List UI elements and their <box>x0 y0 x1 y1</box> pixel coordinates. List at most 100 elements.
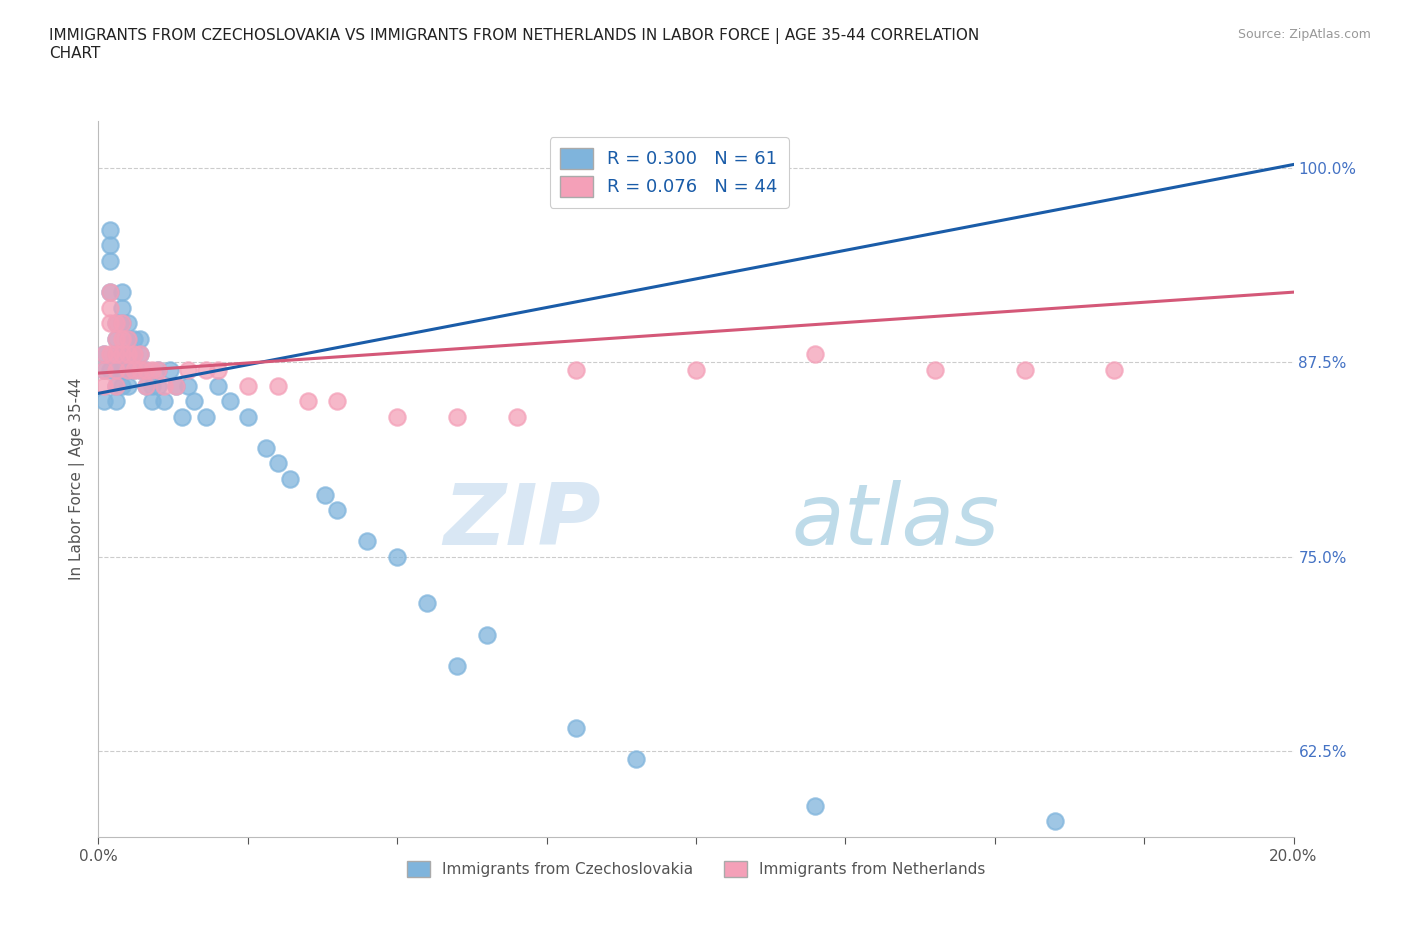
Point <box>129 363 152 378</box>
Point <box>117 331 139 346</box>
Point <box>297 393 319 408</box>
Point <box>356 534 378 549</box>
Point <box>385 409 409 424</box>
Point <box>111 347 134 362</box>
Point <box>117 316 139 331</box>
Point <box>111 316 134 331</box>
Text: ZIP: ZIP <box>443 481 600 564</box>
Point <box>111 285 134 299</box>
Point <box>124 347 146 362</box>
Point <box>135 379 157 393</box>
Point <box>98 238 122 253</box>
Point <box>207 363 229 378</box>
Point <box>475 627 498 642</box>
Point <box>267 456 290 471</box>
Point <box>1104 363 1126 378</box>
Point <box>111 300 134 315</box>
Point <box>117 363 139 378</box>
Point <box>195 363 218 378</box>
Text: IMMIGRANTS FROM CZECHOSLOVAKIA VS IMMIGRANTS FROM NETHERLANDS IN LABOR FORCE | A: IMMIGRANTS FROM CZECHOSLOVAKIA VS IMMIGR… <box>49 28 980 61</box>
Legend: Immigrants from Czechoslovakia, Immigrants from Netherlands: Immigrants from Czechoslovakia, Immigran… <box>401 855 991 884</box>
Point <box>117 363 139 378</box>
Point <box>804 347 827 362</box>
Point <box>98 222 122 237</box>
Point <box>111 363 134 378</box>
Point <box>129 331 152 346</box>
Point <box>315 487 337 502</box>
Point <box>565 363 588 378</box>
Point <box>98 363 122 378</box>
Point <box>219 393 242 408</box>
Point <box>117 347 139 362</box>
Point <box>1014 363 1036 378</box>
Point <box>141 363 163 378</box>
Point <box>117 331 139 346</box>
Point <box>129 347 152 362</box>
Point <box>129 363 152 378</box>
Point <box>195 409 218 424</box>
Point <box>105 379 128 393</box>
Point <box>105 316 128 331</box>
Point <box>98 347 122 362</box>
Point <box>148 363 170 378</box>
Point <box>93 363 115 378</box>
Text: atlas: atlas <box>792 481 1000 564</box>
Point <box>183 393 205 408</box>
Point <box>385 550 409 565</box>
Point <box>93 379 115 393</box>
Point <box>105 363 128 378</box>
Point <box>105 316 128 331</box>
Point <box>446 409 468 424</box>
Point <box>117 379 139 393</box>
Point <box>141 379 163 393</box>
Point <box>135 363 157 378</box>
Point <box>236 409 259 424</box>
Point <box>685 363 707 378</box>
Point <box>111 316 134 331</box>
Text: Source: ZipAtlas.com: Source: ZipAtlas.com <box>1237 28 1371 41</box>
Point <box>105 331 128 346</box>
Point <box>565 721 588 736</box>
Point <box>135 363 157 378</box>
Point <box>207 379 229 393</box>
Point <box>111 331 134 346</box>
Point <box>165 379 187 393</box>
Point <box>148 379 170 393</box>
Point <box>416 596 439 611</box>
Point <box>93 393 115 408</box>
Point <box>267 379 290 393</box>
Point <box>124 331 146 346</box>
Point <box>172 409 194 424</box>
Point <box>98 254 122 269</box>
Point <box>124 363 146 378</box>
Point <box>98 316 122 331</box>
Point <box>98 285 122 299</box>
Point <box>98 300 122 315</box>
Point <box>236 379 259 393</box>
Point <box>1043 814 1066 829</box>
Point <box>93 347 115 362</box>
Point <box>93 347 115 362</box>
Point <box>177 379 200 393</box>
Point <box>129 347 152 362</box>
Point <box>326 393 349 408</box>
Point <box>141 393 163 408</box>
Point <box>506 409 529 424</box>
Point <box>117 347 139 362</box>
Point <box>177 363 200 378</box>
Point <box>278 472 301 486</box>
Point <box>626 751 648 766</box>
Point <box>105 347 128 362</box>
Point <box>105 331 128 346</box>
Point <box>111 347 134 362</box>
Point <box>105 393 128 408</box>
Point <box>105 347 128 362</box>
Point <box>105 363 128 378</box>
Point <box>111 379 134 393</box>
Point <box>254 441 277 456</box>
Y-axis label: In Labor Force | Age 35-44: In Labor Force | Age 35-44 <box>69 378 84 580</box>
Point <box>105 379 128 393</box>
Point <box>124 363 146 378</box>
Point <box>98 285 122 299</box>
Point <box>153 393 176 408</box>
